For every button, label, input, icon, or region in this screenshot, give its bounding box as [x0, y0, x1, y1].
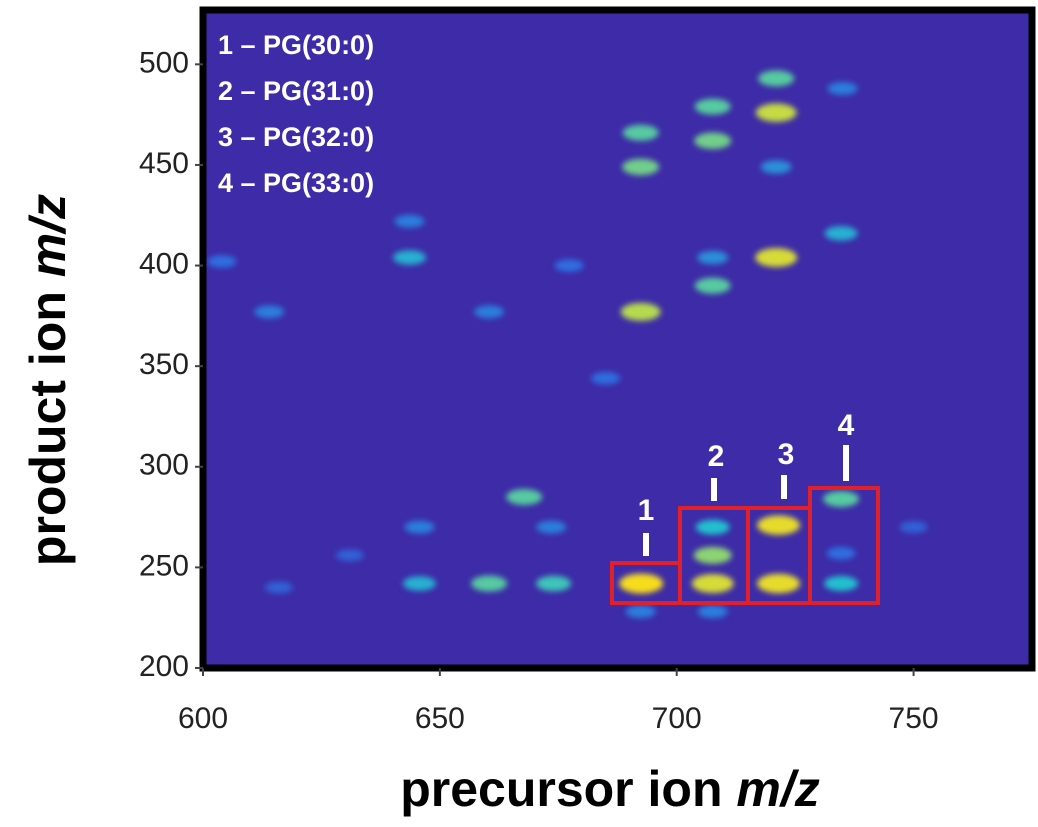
spot: [697, 605, 728, 619]
x-tick-label: 600: [178, 702, 228, 735]
spot: [394, 214, 425, 228]
spot: [755, 248, 798, 268]
spot: [693, 546, 732, 564]
y-tick-label: 300: [139, 449, 189, 482]
legend-entry: 3 – PG(32:0): [218, 122, 374, 152]
spot: [619, 573, 664, 594]
box-label: 2: [708, 440, 725, 473]
spot: [691, 573, 734, 593]
plot-frame: [199, 6, 1036, 672]
spot: [335, 549, 364, 562]
spot: [826, 547, 856, 560]
spot: [474, 305, 505, 319]
y-tick-label: 200: [139, 650, 189, 683]
legend-entry: 4 – PG(33:0): [218, 168, 374, 198]
spot: [620, 302, 661, 321]
spot: [402, 576, 436, 591]
spot: [824, 226, 858, 241]
spot: [506, 488, 543, 505]
annotation-boxes: [610, 486, 880, 605]
y-tick-label: 250: [139, 549, 189, 582]
legend-entry: 2 – PG(31:0): [218, 76, 374, 106]
spot: [697, 250, 729, 265]
box-markers: [643, 445, 849, 556]
spot: [254, 305, 285, 319]
spots: [207, 70, 928, 619]
box-label: 3: [778, 438, 795, 471]
spot: [899, 521, 928, 534]
x-axis-label-text: precursor ion: [400, 761, 736, 817]
spot: [757, 515, 801, 535]
spot: [695, 519, 730, 535]
box-label: 4: [838, 409, 855, 442]
spot: [207, 255, 237, 268]
legend-entry: 1 – PG(30:0): [218, 30, 374, 60]
spot: [622, 124, 659, 141]
spot: [694, 98, 731, 115]
y-tick-label: 350: [139, 348, 189, 381]
spot: [694, 277, 731, 294]
y-tick-label: 450: [139, 147, 189, 180]
plot-background: [203, 10, 1032, 668]
x-tick-label: 700: [652, 702, 702, 735]
spot: [471, 575, 508, 592]
spot: [694, 132, 732, 150]
x-axis-label: precursor ion m/z: [400, 761, 820, 817]
spot: [757, 573, 801, 594]
spot: [755, 103, 797, 122]
spot: [824, 575, 859, 591]
y-tick-label: 400: [139, 247, 189, 280]
x-tick-label: 650: [415, 702, 465, 735]
box-label: 1: [638, 494, 655, 527]
spot: [264, 581, 293, 594]
y-tick-label: 500: [139, 46, 189, 79]
spot: [827, 81, 858, 95]
x-tick-label: 750: [889, 702, 939, 735]
spot: [622, 158, 660, 176]
spot: [758, 70, 795, 87]
spot: [536, 520, 567, 534]
spot: [554, 259, 584, 272]
spot: [404, 520, 435, 534]
y-axis-label-unit: m/z: [20, 194, 76, 277]
x-axis-label-unit: m/z: [736, 761, 819, 817]
y-axis-label: product ion m/z: [20, 194, 76, 566]
spot: [760, 160, 792, 174]
spot: [625, 605, 656, 619]
y-axis-label-text: product ion: [20, 277, 76, 566]
spot: [823, 490, 860, 507]
spot: [591, 371, 621, 385]
spot: [393, 250, 427, 265]
box: [808, 486, 880, 605]
spot: [536, 575, 572, 592]
